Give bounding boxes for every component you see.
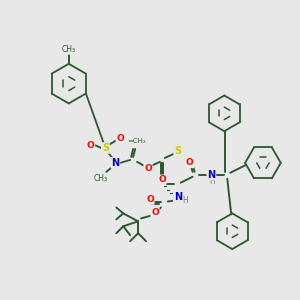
Text: O: O [158, 175, 166, 184]
Text: O: O [151, 208, 159, 217]
Text: O: O [87, 140, 94, 149]
Text: S: S [102, 143, 109, 153]
Text: O: O [186, 158, 194, 167]
Text: =CH₂: =CH₂ [127, 138, 146, 144]
Text: CH₃: CH₃ [62, 45, 76, 54]
Text: H: H [182, 196, 188, 205]
Text: O: O [116, 134, 124, 142]
Text: H: H [209, 177, 215, 186]
Text: S: S [174, 146, 181, 156]
Text: O: O [144, 164, 152, 173]
Text: CH₃: CH₃ [93, 174, 107, 183]
Text: O: O [146, 195, 154, 204]
Text: N: N [207, 170, 215, 180]
Text: N: N [174, 192, 182, 202]
Text: N: N [111, 158, 119, 168]
